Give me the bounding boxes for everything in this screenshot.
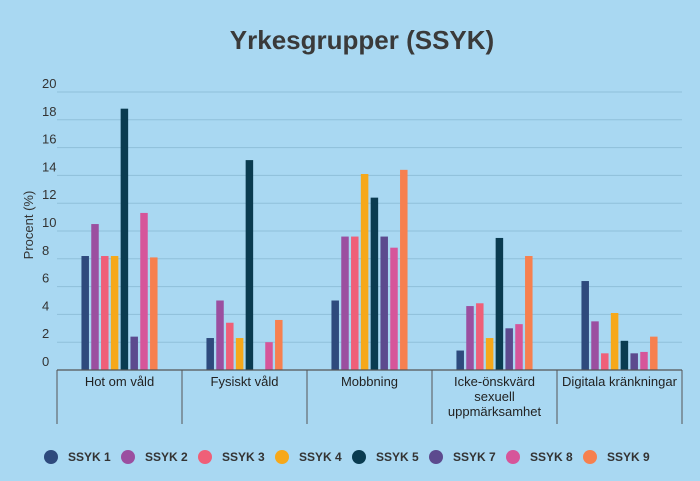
- chart-title: Yrkesgrupper (SSYK): [230, 25, 494, 55]
- bar-ssyk-1: [581, 281, 589, 370]
- y-tick-label: 18: [42, 104, 56, 119]
- bar-ssyk-8: [515, 324, 523, 370]
- legend-marker: [44, 450, 58, 464]
- bar-ssyk-2: [466, 306, 474, 370]
- category-label: sexuell: [474, 389, 515, 404]
- y-tick-label: 16: [42, 132, 56, 147]
- legend-label: SSYK 1: [68, 450, 111, 464]
- legend-marker: [121, 450, 135, 464]
- y-tick-label: 20: [42, 76, 56, 91]
- bar-ssyk-1: [81, 256, 89, 370]
- bar-ssyk-9: [525, 256, 533, 370]
- bar-ssyk-7: [505, 328, 513, 370]
- category-label: Icke-önskvärd: [454, 374, 535, 389]
- legend-label: SSYK 3: [222, 450, 265, 464]
- bar-ssyk-1: [456, 350, 464, 370]
- bar-ssyk-5: [370, 197, 379, 370]
- bar-ssyk-4: [360, 174, 369, 370]
- y-axis-ticks: 0 2 4 6 8 10 12 14 16 18 20: [42, 76, 56, 369]
- legend-label: SSYK 4: [299, 450, 342, 464]
- bar-ssyk-1: [331, 300, 339, 370]
- category-label: Hot om våld: [85, 374, 154, 389]
- bar-ssyk-1: [206, 338, 214, 370]
- legend-label: SSYK 2: [145, 450, 188, 464]
- bar-ssyk-3: [226, 322, 234, 370]
- x-axis: Hot om våld Fysiskt våld Mobbning Icke-önsk…: [56, 369, 683, 424]
- y-tick-label: 10: [42, 215, 56, 230]
- bar-ssyk-4: [110, 256, 119, 370]
- category-label: Mobbning: [341, 374, 398, 389]
- bar-ssyk-7: [630, 353, 638, 370]
- y-axis-label: Procent (%): [21, 191, 36, 260]
- legend-marker: [352, 450, 366, 464]
- bar-ssyk-3: [351, 236, 359, 370]
- legend-label: SSYK 8: [530, 450, 573, 464]
- bar-ssyk-8: [640, 351, 648, 370]
- bar-ssyk-2: [91, 224, 99, 370]
- legend-marker: [506, 450, 520, 464]
- category-label: Digitala kränkningar: [562, 374, 678, 389]
- bar-ssyk-9: [400, 169, 408, 370]
- y-tick-label: 14: [42, 159, 56, 174]
- grid-lines: [57, 91, 682, 343]
- bar-ssyk-9: [150, 257, 158, 370]
- legend-label: SSYK 9: [607, 450, 650, 464]
- y-tick-label: 6: [42, 271, 49, 286]
- legend-marker: [583, 450, 597, 464]
- legend-label: SSYK 5: [376, 450, 419, 464]
- y-tick-label: 2: [42, 326, 49, 341]
- bars-group: [81, 108, 658, 371]
- legend-marker: [429, 450, 443, 464]
- bar-ssyk-8: [265, 342, 273, 370]
- y-tick-label: 4: [42, 298, 49, 313]
- bar-ssyk-8: [390, 247, 398, 370]
- bar-ssyk-8: [140, 212, 148, 370]
- bar-ssyk-7: [130, 336, 138, 370]
- y-tick-label: 12: [42, 187, 56, 202]
- bar-ssyk-5: [120, 108, 129, 371]
- bar-ssyk-5: [245, 160, 254, 370]
- legend-label: SSYK 7: [453, 450, 496, 464]
- legend-marker: [198, 450, 212, 464]
- bar-ssyk-2: [341, 236, 349, 370]
- bar-ssyk-7: [380, 236, 388, 370]
- bar-ssyk-5: [495, 237, 504, 370]
- bar-ssyk-3: [101, 256, 109, 370]
- legend: SSYK 1 SSYK 2 SSYK 3 SSYK 4 SSYK 5 SSYK 7 SSYK…: [44, 450, 650, 464]
- bar-ssyk-4: [610, 313, 619, 370]
- y-tick-label: 0: [42, 354, 49, 369]
- category-label: Fysiskt våld: [211, 374, 279, 389]
- bar-ssyk-5: [620, 340, 629, 370]
- category-label: uppmärksamhet: [448, 404, 542, 419]
- bar-ssyk-4: [235, 338, 244, 370]
- bar-ssyk-9: [650, 336, 658, 370]
- bar-ssyk-9: [275, 319, 283, 370]
- legend-marker: [275, 450, 289, 464]
- y-tick-label: 8: [42, 243, 49, 258]
- bar-ssyk-3: [476, 303, 484, 370]
- bar-ssyk-2: [216, 300, 224, 370]
- bar-ssyk-2: [591, 321, 599, 370]
- bar-ssyk-3: [601, 353, 609, 370]
- bar-ssyk-4: [485, 338, 494, 370]
